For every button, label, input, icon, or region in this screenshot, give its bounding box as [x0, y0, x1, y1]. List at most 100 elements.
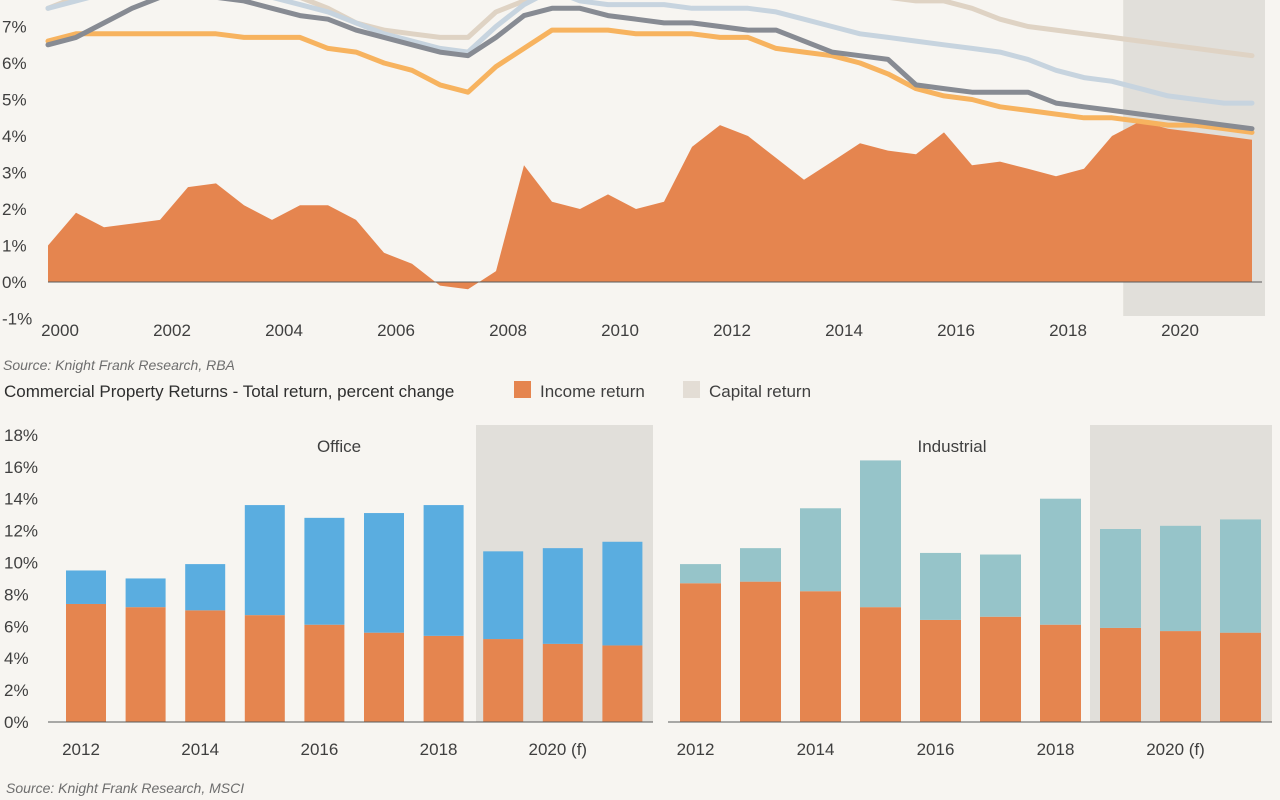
- light-blue-line: [45, 0, 1255, 106]
- top-y-tick-label: 6%: [2, 54, 27, 73]
- legend-label-capital: Capital return: [709, 382, 811, 401]
- top-y-tick-label: 7%: [2, 18, 27, 37]
- top-x-tick-label: 2006: [377, 321, 415, 340]
- income-bar: [1100, 627, 1141, 722]
- bottom-y-tick-label: 0%: [4, 713, 29, 732]
- legend: Income return Capital return: [514, 381, 811, 401]
- office-x-axis-ticks: 2012 2014 2016 2018 2020 (f): [62, 740, 587, 759]
- top-y-axis-ticks: -1% 0% 1% 2% 3% 4% 5% 6% 7%: [2, 18, 32, 329]
- top-y-tick-label: 4%: [2, 127, 27, 146]
- income-bar: [602, 645, 643, 722]
- capital-bar: [1220, 519, 1261, 633]
- capital-bar: [185, 564, 226, 611]
- bottom-x-tick-label: 2014: [797, 740, 835, 759]
- capital-bar: [1040, 498, 1081, 625]
- top-y-tick-label: 5%: [2, 91, 27, 110]
- bottom-x-tick-label: 2016: [917, 740, 955, 759]
- top-x-tick-label: 2000: [41, 321, 79, 340]
- income-bar: [304, 624, 345, 722]
- capital-bar: [66, 570, 106, 604]
- income-area: [48, 121, 1252, 290]
- top-y-tick-label: 0%: [2, 273, 27, 292]
- industrial-bars: [680, 460, 1261, 722]
- bottom-y-tick-label: 6%: [4, 617, 29, 636]
- top-x-tick-label: 2004: [265, 321, 303, 340]
- income-bar: [185, 610, 226, 722]
- capital-bar: [980, 554, 1021, 617]
- income-bar: [542, 643, 583, 722]
- bottom-x-tick-label: 2018: [1037, 740, 1075, 759]
- bottom-x-tick-label: 2016: [300, 740, 338, 759]
- top-x-tick-label: 2014: [825, 321, 863, 340]
- income-bar: [680, 583, 721, 722]
- top-y-tick-label: 1%: [2, 237, 27, 256]
- bottom-y-tick-label: 10%: [4, 554, 38, 573]
- income-bar: [740, 581, 781, 722]
- orange-line: [45, 27, 1255, 135]
- capital-bar: [1100, 529, 1141, 628]
- top-x-axis-ticks: 2000 2002 2004 2006 2008 2010 2012 2014 2016 2018…: [41, 321, 1199, 340]
- capital-bar: [483, 551, 524, 640]
- legend-label-income: Income return: [540, 382, 645, 401]
- top-y-tick-label: 2%: [2, 200, 27, 219]
- bottom-y-tick-label: 12%: [4, 522, 38, 541]
- capital-bar: [304, 517, 345, 625]
- bottom-y-axis-ticks: 0% 2% 4% 6% 8% 10% 12% 14% 16% 18%: [4, 426, 38, 732]
- income-bar: [66, 603, 106, 722]
- capital-bar: [125, 578, 166, 608]
- income-bar: [1160, 631, 1201, 722]
- bottom-x-tick-label: 2020 (f): [1146, 740, 1205, 759]
- legend-swatch-capital: [683, 381, 700, 398]
- income-bar: [920, 619, 961, 722]
- capital-bar: [740, 548, 781, 582]
- income-bar: [364, 632, 404, 722]
- income-bar: [980, 616, 1021, 722]
- capital-bar: [602, 541, 643, 646]
- capital-bar: [860, 460, 901, 608]
- bottom-x-tick-label: 2018: [420, 740, 458, 759]
- bottom-y-tick-label: 16%: [4, 458, 38, 477]
- bottom-y-tick-label: 4%: [4, 649, 29, 668]
- capital-bar: [800, 508, 841, 592]
- bottom-y-tick-label: 18%: [4, 426, 38, 445]
- bottom-x-tick-label: 2012: [62, 740, 100, 759]
- bottom-y-tick-label: 2%: [4, 681, 29, 700]
- bottom-x-tick-label: 2020 (f): [529, 740, 588, 759]
- capital-bar: [244, 505, 285, 616]
- bottom-x-tick-label: 2014: [181, 740, 219, 759]
- top-x-tick-label: 2020: [1161, 321, 1199, 340]
- income-bar: [244, 615, 285, 722]
- income-bar: [125, 607, 166, 722]
- top-x-tick-label: 2010: [601, 321, 639, 340]
- legend-swatch-income: [514, 381, 531, 398]
- industrial-bar-chart: Industrial 2012 2014 2016 2018 2020 (f): [668, 425, 1272, 759]
- office-bar-chart: Office 2012 2014 2016 2018 2020 (f): [48, 425, 653, 759]
- capital-bar: [1160, 525, 1201, 632]
- top-lines: [45, 0, 1255, 135]
- capital-bar: [364, 513, 404, 633]
- bottom-y-tick-label: 14%: [4, 490, 38, 509]
- capital-bar: [680, 564, 721, 584]
- income-bar: [860, 607, 901, 722]
- income-bar: [483, 639, 524, 722]
- dark-grey-line: [45, 0, 1255, 132]
- income-bar: [800, 591, 841, 722]
- beige-line: [45, 0, 1255, 59]
- top-x-tick-label: 2012: [713, 321, 751, 340]
- bottom-chart-title: Commercial Property Returns - Total retu…: [4, 382, 454, 401]
- capital-bar: [423, 505, 464, 636]
- top-y-tick-label: 3%: [2, 164, 27, 183]
- income-bar: [1040, 624, 1081, 722]
- industrial-panel-title: Industrial: [918, 437, 987, 456]
- capital-bar: [542, 548, 583, 644]
- office-bars: [66, 505, 643, 722]
- top-x-tick-label: 2002: [153, 321, 191, 340]
- bottom-x-tick-label: 2012: [677, 740, 715, 759]
- top-x-tick-label: 2016: [937, 321, 975, 340]
- income-bar: [1220, 632, 1261, 722]
- income-bar: [423, 635, 464, 722]
- bottom-y-tick-label: 8%: [4, 585, 29, 604]
- top-source: Source: Knight Frank Research, RBA: [3, 357, 235, 373]
- capital-bar: [920, 552, 961, 620]
